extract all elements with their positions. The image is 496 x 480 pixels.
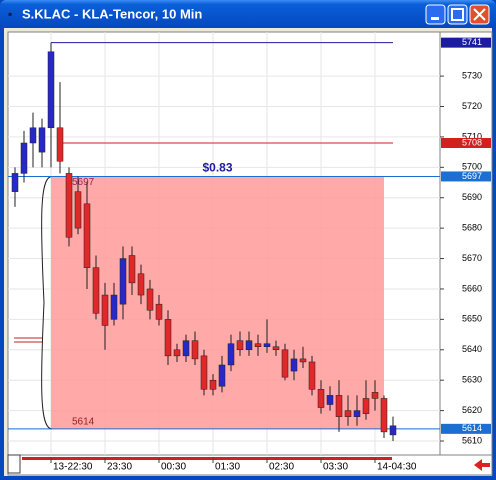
candle-body <box>362 398 370 414</box>
maximize-glyph <box>451 8 464 21</box>
candle-body <box>344 410 352 417</box>
candle-body <box>56 127 64 162</box>
price-flag-label: 5708 <box>462 137 482 147</box>
candle-body <box>317 389 325 408</box>
candle-body <box>65 173 73 238</box>
close-glyph <box>473 8 486 21</box>
candle-body <box>254 343 262 347</box>
candle-body <box>281 349 289 378</box>
range-box <box>51 176 384 429</box>
y-tick-label: 5640 <box>462 344 482 354</box>
range-bottom-label: 5614 <box>72 416 95 427</box>
candle-body <box>308 361 316 390</box>
x-tick-label: 03:30 <box>323 462 348 473</box>
x-tick-label: 02:30 <box>269 462 294 473</box>
candle-body <box>182 340 190 357</box>
candle-body <box>263 343 271 347</box>
candle-body <box>110 294 118 320</box>
x-tick-label: 00:30 <box>161 462 186 473</box>
y-tick-label: 5710 <box>462 131 482 141</box>
scroll-track[interactable] <box>22 457 392 460</box>
minimize-button[interactable] <box>425 4 446 25</box>
y-tick-label: 5660 <box>462 283 482 293</box>
y-tick-label: 5610 <box>462 435 482 445</box>
candle-body <box>47 51 55 129</box>
range-label: $0.83 <box>202 161 232 175</box>
title-bar <box>0 0 496 28</box>
candle-body <box>245 340 253 351</box>
x-tick-label: 14-04:30 <box>377 462 417 473</box>
scroll-box[interactable] <box>7 454 21 474</box>
candle-body <box>92 267 100 314</box>
candle-body <box>290 358 298 372</box>
candle-body <box>155 303 163 320</box>
y-tick-label: 5720 <box>462 101 482 111</box>
range-bracket <box>41 175 53 430</box>
price-flag-label: 5697 <box>462 171 482 181</box>
candle-body <box>101 294 109 326</box>
candle-body <box>371 392 379 399</box>
x-tick-label: 13-22:30 <box>53 462 93 473</box>
scroll-arrow[interactable] <box>474 459 490 471</box>
y-tick-label: 5690 <box>462 192 482 202</box>
y-tick-label: 5630 <box>462 375 482 385</box>
candle-body <box>389 425 397 436</box>
price-flag <box>441 37 491 48</box>
candle-body <box>83 203 91 268</box>
price-flag <box>441 171 491 182</box>
candle-body <box>236 340 244 351</box>
candle-body <box>218 364 226 387</box>
window-buttons[interactable] <box>425 4 490 25</box>
candle-body <box>38 127 46 153</box>
candle-body <box>191 340 199 360</box>
candle-body <box>74 191 82 229</box>
y-tick-label: 5620 <box>462 405 482 415</box>
candle-body <box>128 255 136 284</box>
candle-body <box>29 127 37 144</box>
candle-body <box>146 288 154 311</box>
y-tick-label: 5730 <box>462 70 482 80</box>
candle-body <box>272 346 280 351</box>
price-flag <box>441 423 491 434</box>
candle-body <box>227 343 235 366</box>
candle-body <box>137 273 145 296</box>
minimize-glyph <box>431 17 439 20</box>
y-tick-label: 5680 <box>462 223 482 233</box>
price-flag-label: 5741 <box>462 37 482 47</box>
candle-body <box>209 379 217 390</box>
x-tick-label: 01:30 <box>215 462 240 473</box>
candle-body <box>20 142 28 174</box>
candle-body <box>335 395 343 417</box>
x-tick-label: 23:30 <box>107 462 132 473</box>
y-tick-label: 5650 <box>462 314 482 324</box>
candle-body <box>380 398 388 433</box>
window-icon: ▪ <box>8 7 12 21</box>
candle-body <box>11 173 19 192</box>
price-flag-label: 5614 <box>462 423 482 433</box>
marker-lines <box>14 337 42 343</box>
candle-body <box>326 395 334 405</box>
candle-body <box>299 358 307 363</box>
candle-body <box>200 355 208 390</box>
range-top-label: 5697 <box>72 177 95 188</box>
candle-body <box>119 258 127 305</box>
candle-body <box>164 319 172 357</box>
window-title: S.KLAC - KLA-Tencor, 10 Min <box>22 6 202 21</box>
price-flag <box>441 137 491 148</box>
maximize-button[interactable] <box>447 4 468 25</box>
candle-body <box>353 410 361 417</box>
y-tick-label: 5670 <box>462 253 482 263</box>
plot: 5610 5620 5630 5640 5650 5660 5670 5680 5690 5700… <box>8 32 491 473</box>
price-axis <box>439 31 493 456</box>
candle-body <box>173 349 181 357</box>
y-tick-label: 5700 <box>462 162 482 172</box>
